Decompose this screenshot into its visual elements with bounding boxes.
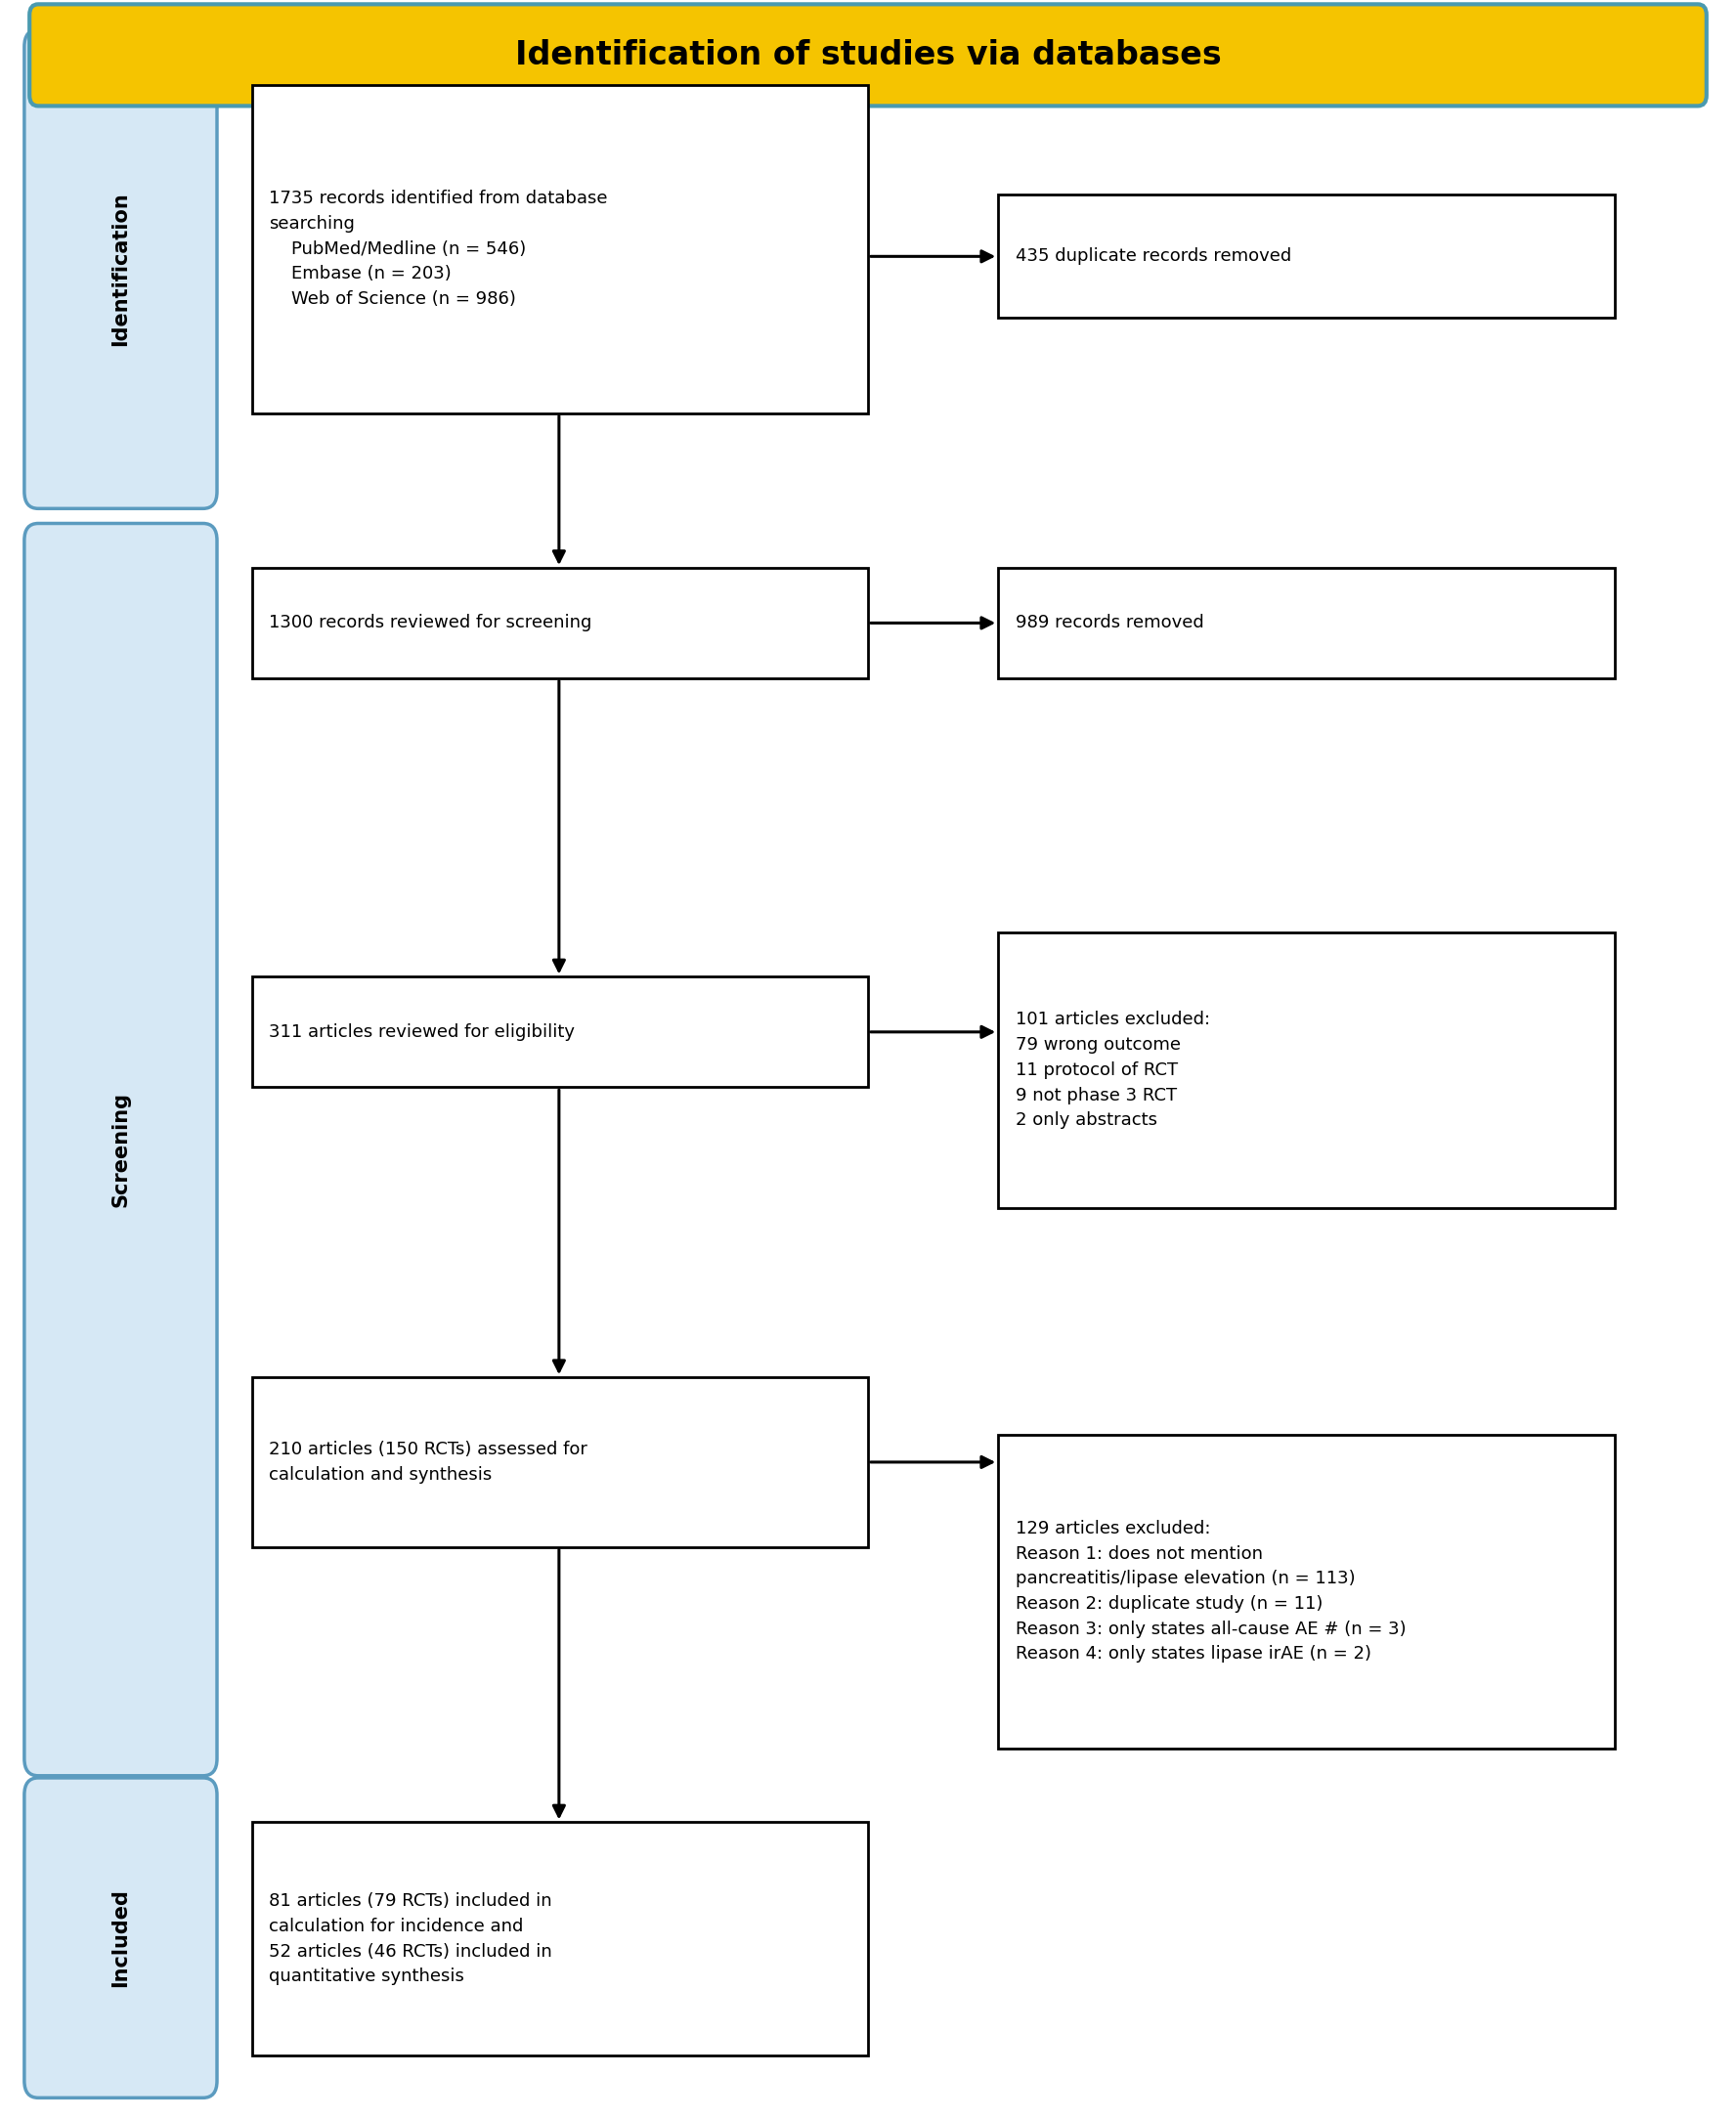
FancyBboxPatch shape [252, 1377, 868, 1547]
FancyBboxPatch shape [24, 30, 217, 509]
FancyBboxPatch shape [24, 523, 217, 1776]
FancyBboxPatch shape [998, 932, 1614, 1208]
FancyBboxPatch shape [252, 568, 868, 678]
FancyBboxPatch shape [998, 1435, 1614, 1748]
FancyBboxPatch shape [30, 4, 1706, 106]
Text: Identification of studies via databases: Identification of studies via databases [516, 38, 1220, 72]
Text: 81 articles (79 RCTs) included in
calculation for incidence and
52 articles (46 : 81 articles (79 RCTs) included in calcul… [269, 1892, 552, 1986]
Text: 989 records removed: 989 records removed [1016, 615, 1205, 631]
FancyBboxPatch shape [252, 1822, 868, 2055]
Text: Included: Included [111, 1888, 130, 1988]
Text: 1300 records reviewed for screening: 1300 records reviewed for screening [269, 615, 592, 631]
Text: 210 articles (150 RCTs) assessed for
calculation and synthesis: 210 articles (150 RCTs) assessed for cal… [269, 1441, 587, 1483]
FancyBboxPatch shape [24, 1778, 217, 2098]
FancyBboxPatch shape [252, 977, 868, 1087]
Text: 311 articles reviewed for eligibility: 311 articles reviewed for eligibility [269, 1023, 575, 1040]
FancyBboxPatch shape [998, 195, 1614, 318]
Text: Screening: Screening [111, 1091, 130, 1208]
Text: Identification: Identification [111, 193, 130, 345]
Text: 101 articles excluded:
79 wrong outcome
11 protocol of RCT
9 not phase 3 RCT
2 o: 101 articles excluded: 79 wrong outcome … [1016, 1011, 1210, 1129]
Text: 435 duplicate records removed: 435 duplicate records removed [1016, 248, 1292, 265]
FancyBboxPatch shape [252, 85, 868, 413]
Text: 1735 records identified from database
searching
    PubMed/Medline (n = 546)
   : 1735 records identified from database se… [269, 191, 608, 307]
Text: 129 articles excluded:
Reason 1: does not mention
pancreatitis/lipase elevation : 129 articles excluded: Reason 1: does no… [1016, 1519, 1406, 1663]
FancyBboxPatch shape [998, 568, 1614, 678]
